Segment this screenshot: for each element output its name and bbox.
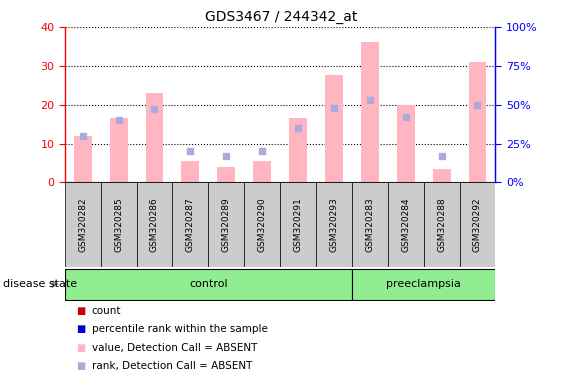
Text: GSM320287: GSM320287 — [186, 197, 195, 252]
Text: ■: ■ — [76, 324, 85, 334]
Bar — [280, 182, 316, 267]
Bar — [432, 169, 450, 182]
Bar — [388, 182, 424, 267]
Bar — [424, 182, 459, 267]
Bar — [253, 161, 271, 182]
Bar — [65, 182, 101, 267]
Text: disease state: disease state — [3, 279, 77, 289]
Bar — [459, 182, 495, 267]
Text: value, Detection Call = ABSENT: value, Detection Call = ABSENT — [92, 343, 257, 353]
Bar — [468, 62, 486, 182]
Bar — [217, 167, 235, 182]
Text: preeclampsia: preeclampsia — [386, 279, 461, 289]
Text: percentile rank within the sample: percentile rank within the sample — [92, 324, 267, 334]
Bar — [397, 104, 415, 182]
Bar — [74, 136, 92, 182]
Bar — [145, 93, 163, 182]
Text: ■: ■ — [76, 361, 85, 371]
Bar — [352, 269, 495, 300]
Bar — [65, 269, 352, 300]
Text: GSM320286: GSM320286 — [150, 197, 159, 252]
Bar — [181, 161, 199, 182]
Text: GSM320292: GSM320292 — [473, 197, 482, 252]
Text: GSM320289: GSM320289 — [222, 197, 231, 252]
Bar — [137, 182, 172, 267]
Bar — [325, 76, 343, 182]
Text: GDS3467 / 244342_at: GDS3467 / 244342_at — [205, 10, 358, 23]
Bar — [110, 118, 128, 182]
Bar — [361, 43, 379, 182]
Text: GSM320283: GSM320283 — [365, 197, 374, 252]
Bar — [289, 118, 307, 182]
Text: GSM320288: GSM320288 — [437, 197, 446, 252]
Bar — [316, 182, 352, 267]
Bar — [244, 182, 280, 267]
Text: control: control — [189, 279, 227, 289]
Text: count: count — [92, 306, 121, 316]
Text: rank, Detection Call = ABSENT: rank, Detection Call = ABSENT — [92, 361, 252, 371]
Bar — [352, 182, 388, 267]
Text: ■: ■ — [76, 343, 85, 353]
Text: GSM320285: GSM320285 — [114, 197, 123, 252]
Text: ■: ■ — [76, 306, 85, 316]
Text: GSM320291: GSM320291 — [293, 197, 302, 252]
Bar — [101, 182, 137, 267]
Bar — [208, 182, 244, 267]
Text: GSM320293: GSM320293 — [329, 197, 338, 252]
Text: GSM320284: GSM320284 — [401, 197, 410, 252]
Text: GSM320290: GSM320290 — [258, 197, 267, 252]
Text: GSM320282: GSM320282 — [78, 197, 87, 252]
Bar — [172, 182, 208, 267]
